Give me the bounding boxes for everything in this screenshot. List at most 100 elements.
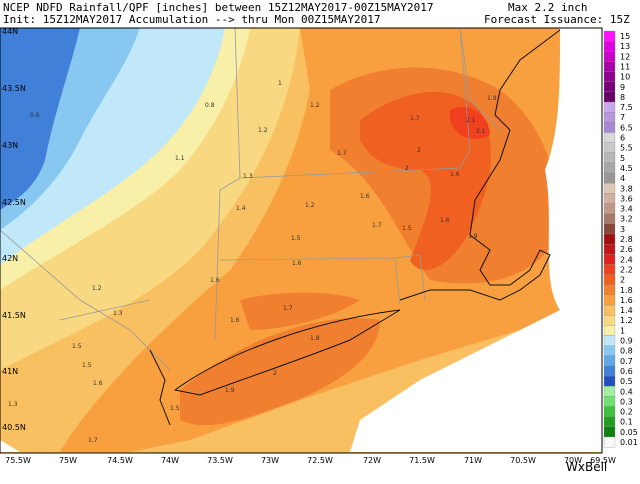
- map-value: 1.6: [440, 217, 450, 224]
- legend-label: 1.4: [620, 306, 633, 315]
- legend-label: 0.3: [620, 397, 633, 406]
- legend-swatch: [603, 61, 616, 72]
- legend-swatch: [603, 71, 616, 82]
- legend-swatch: [603, 223, 616, 235]
- map-frame: [0, 27, 603, 454]
- map-value: 1.6: [360, 193, 370, 200]
- lon-label: 75W: [59, 456, 77, 465]
- legend-swatch: [603, 406, 616, 417]
- map-value: 1.3: [113, 310, 123, 317]
- legend-label: 11: [620, 62, 630, 71]
- legend-swatch: [603, 213, 616, 224]
- legend-label: 9: [620, 83, 625, 92]
- legend-label: 0.1: [620, 418, 633, 427]
- legend-swatch: [603, 183, 616, 194]
- legend-swatch: [603, 304, 616, 316]
- map-value: 1.6: [93, 380, 103, 387]
- legend-swatch: [603, 30, 616, 42]
- lon-label: 74.5W: [107, 456, 133, 465]
- legend-swatch: [603, 325, 616, 336]
- legend-label: 6: [620, 134, 625, 143]
- legend-swatch: [603, 416, 616, 428]
- legend-label: 2.2: [620, 265, 633, 274]
- legend-swatch: [603, 41, 616, 52]
- map-value: 1.2: [92, 285, 102, 292]
- legend-swatch: [603, 142, 616, 153]
- legend-swatch: [603, 426, 616, 438]
- legend-swatch: [603, 132, 616, 143]
- legend-label: 2.6: [620, 245, 633, 254]
- map-value: 2: [417, 147, 421, 154]
- header-line1: NCEP NDFD Rainfall/QPF [inches] between …: [3, 1, 433, 14]
- legend-swatch: [603, 254, 616, 265]
- header-max: Max 2.2 inch: [508, 1, 587, 14]
- map-value: 1.3: [243, 173, 253, 180]
- lat-label: 40.5N: [2, 423, 26, 432]
- map-value: 1.2: [258, 127, 268, 134]
- legend-swatch: [603, 345, 616, 356]
- map-value: 1.7: [337, 150, 347, 157]
- map-value: 1.5: [402, 225, 412, 232]
- map-value: 1.7: [410, 115, 420, 122]
- legend-label: 1.2: [620, 316, 633, 325]
- legend-swatch: [603, 51, 616, 62]
- legend-label: 13: [620, 42, 630, 51]
- legend-label: 12: [620, 52, 630, 61]
- legend-swatch: [603, 365, 616, 377]
- legend-label: 1: [620, 326, 625, 335]
- map-value: 2.1: [476, 128, 486, 135]
- map-value: 0.8: [205, 102, 215, 109]
- legend-swatch: [603, 112, 616, 123]
- field: [240, 292, 360, 330]
- field: [450, 106, 490, 140]
- legend-swatch: [603, 375, 616, 387]
- legend-label: 5.5: [620, 144, 633, 153]
- map-value: 1.8: [310, 335, 320, 342]
- lat-label: 43N: [2, 141, 18, 150]
- map-value: 0.6: [30, 112, 40, 119]
- legend-label: 0.7: [620, 357, 633, 366]
- header-issuance: Forecast Issuance: 15Z: [484, 13, 630, 26]
- legend-swatch: [603, 436, 616, 448]
- lat-label: 43.5N: [2, 84, 26, 93]
- legend-swatch: [603, 172, 616, 184]
- lon-label: 70W: [564, 456, 582, 465]
- legend-label: 6.5: [620, 123, 633, 132]
- legend-label: 7: [620, 113, 625, 122]
- brand: WxBell: [566, 460, 607, 474]
- lon-label: 73.5W: [207, 456, 233, 465]
- map-value: 1.6: [230, 317, 240, 324]
- legend-label: 0.5: [620, 377, 633, 386]
- legend-label: 2: [620, 276, 625, 285]
- lon-label: 71W: [464, 456, 482, 465]
- lon-label: 69.5W: [590, 456, 616, 465]
- legend-label: 0.9: [620, 337, 633, 346]
- legend-swatch: [603, 243, 616, 255]
- legend-label: 0.01: [620, 438, 638, 447]
- map-value: 1.9: [468, 233, 478, 240]
- field: [180, 318, 380, 426]
- map-value: 1.5: [82, 362, 92, 369]
- legend-swatch: [603, 274, 616, 285]
- lon-label: 72W: [363, 456, 381, 465]
- map-value: 1.6: [450, 171, 460, 178]
- map-value: 1.3: [8, 401, 18, 408]
- legend-swatch: [603, 233, 616, 245]
- map-value: 2: [405, 165, 409, 172]
- field: [0, 28, 80, 210]
- ocean: [350, 28, 602, 452]
- legend-label: 0.2: [620, 408, 633, 417]
- map-value: 2.1: [466, 117, 476, 124]
- legend-swatch: [603, 193, 616, 204]
- legend-swatch: [603, 315, 616, 326]
- legend-label: 15: [620, 32, 630, 41]
- lon-label: 70.5W: [510, 456, 536, 465]
- legend-swatch: [603, 284, 616, 296]
- lat-label: 42N: [2, 254, 18, 263]
- legend-swatch: [603, 122, 616, 133]
- map-value: 1.7: [88, 437, 98, 444]
- coastline: [149, 29, 561, 426]
- legend-label: 1.6: [620, 296, 633, 305]
- ocean: [0, 440, 20, 452]
- map-value: 1.7: [372, 222, 382, 229]
